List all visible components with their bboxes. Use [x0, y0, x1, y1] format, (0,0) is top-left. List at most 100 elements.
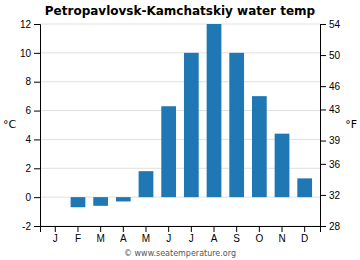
tick-mark — [282, 226, 283, 232]
bar — [229, 53, 244, 197]
axis-line — [41, 227, 321, 233]
bar — [161, 106, 176, 197]
tick: A — [211, 226, 218, 244]
tick-label: 50 — [329, 50, 341, 61]
tick-mark — [320, 164, 326, 165]
tick: 28 — [320, 221, 341, 232]
tick-label: 6 — [25, 105, 31, 116]
tick-label: S — [233, 233, 240, 244]
bar — [184, 53, 199, 197]
bar — [275, 134, 290, 197]
tick-label: J — [53, 233, 58, 244]
tick: 12 — [20, 19, 40, 30]
tick-label: M — [142, 233, 150, 244]
axis-line — [321, 25, 327, 227]
tick-label: 36 — [329, 159, 341, 170]
tick-mark — [34, 168, 40, 169]
grid-line — [40, 110, 320, 111]
tick-mark — [320, 109, 326, 110]
y-axis: -2 0 2 4 6 8 10 12 — [20, 19, 41, 232]
tick-label: 43 — [329, 104, 341, 115]
tick-label: -2 — [22, 221, 31, 232]
tick-mark — [304, 226, 305, 232]
bars — [71, 24, 312, 207]
tick-mark — [320, 141, 326, 142]
axis-line — [34, 25, 41, 227]
tick-mark — [77, 226, 78, 232]
tick-mark — [214, 226, 215, 232]
tick-label: 28 — [329, 221, 341, 232]
tick-label: 46 — [329, 81, 341, 92]
tick-mark — [191, 226, 192, 232]
grid-line — [40, 24, 320, 25]
title: Petropavlovsk-Kamchatskiy water temp — [45, 4, 316, 18]
tick-mark — [320, 226, 326, 227]
tick-label: 10 — [20, 48, 32, 59]
tick-label: A — [211, 233, 218, 244]
tick-label: 54 — [329, 19, 341, 30]
grid — [40, 24, 320, 226]
tick: A — [120, 226, 127, 244]
tick-label: A — [120, 233, 127, 244]
chart: JFMAMJJASOND-20246810122832363943465054°… — [0, 0, 360, 260]
tick-label: 12 — [20, 19, 32, 30]
tick: 6 — [25, 105, 40, 116]
tick-mark — [259, 226, 260, 232]
tick-mark — [55, 226, 56, 232]
tick-label: 4 — [25, 134, 31, 145]
bar — [71, 197, 86, 207]
grid-line — [40, 81, 320, 82]
bar — [297, 178, 312, 197]
tick: J — [166, 226, 171, 244]
tick: M — [96, 226, 104, 244]
tick-mark — [320, 195, 326, 196]
y2-axis-label: °F — [345, 118, 357, 131]
tick-label: D — [301, 233, 308, 244]
tick-mark — [320, 86, 326, 87]
tick-label: 32 — [329, 190, 341, 201]
tick: F — [75, 226, 81, 244]
tick: 36 — [320, 159, 341, 170]
tick-mark — [34, 226, 40, 227]
x-axis: JFMAMJJASOND — [41, 226, 321, 244]
tick-mark — [123, 226, 124, 232]
tick-label: F — [75, 233, 81, 244]
tick: N — [278, 226, 285, 244]
tick-mark — [34, 53, 40, 54]
tick: D — [301, 226, 308, 244]
tick-mark — [168, 226, 169, 232]
tick: 50 — [320, 50, 341, 61]
tick-mark — [145, 226, 146, 232]
tick-mark — [34, 139, 40, 140]
tick: 32 — [320, 190, 341, 201]
tick: -2 — [22, 221, 40, 232]
annotation: © www.seatemperature.org — [124, 249, 236, 258]
tick-mark — [320, 24, 326, 25]
tick: 2 — [25, 163, 40, 174]
tick: 4 — [25, 134, 40, 145]
bar — [139, 171, 154, 197]
tick: 54 — [320, 19, 341, 30]
tick-mark — [320, 55, 326, 56]
bar — [252, 96, 267, 197]
tick: J — [189, 226, 194, 244]
tick-mark — [100, 226, 101, 232]
tick: 43 — [320, 104, 341, 115]
bar — [116, 197, 131, 201]
tick-label: M — [96, 233, 104, 244]
tick-label: 0 — [25, 192, 31, 203]
bar — [93, 197, 108, 206]
tick: O — [255, 226, 263, 244]
tick-label: O — [255, 233, 263, 244]
plot-area: JFMAMJJASOND-20246810122832363943465054 — [20, 19, 341, 244]
tick-label: J — [166, 233, 171, 244]
tick-label: 8 — [25, 76, 31, 87]
y-axis-label: °C — [3, 118, 17, 131]
tick-label: J — [189, 233, 194, 244]
bar — [207, 24, 222, 197]
tick-label: 2 — [25, 163, 31, 174]
tick-mark — [34, 82, 40, 83]
tick: 0 — [25, 192, 40, 203]
tick: 39 — [320, 135, 341, 146]
tick-mark — [34, 197, 40, 198]
